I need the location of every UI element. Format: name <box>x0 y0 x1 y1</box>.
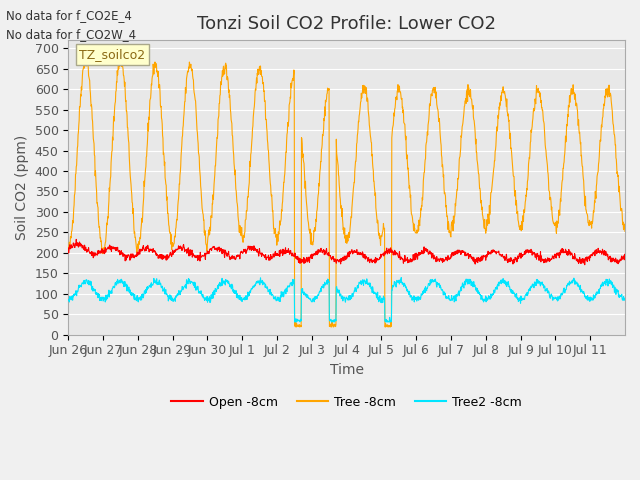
Text: TZ_soilco2: TZ_soilco2 <box>79 48 145 61</box>
Y-axis label: Soil CO2 (ppm): Soil CO2 (ppm) <box>15 135 29 240</box>
Title: Tonzi Soil CO2 Profile: Lower CO2: Tonzi Soil CO2 Profile: Lower CO2 <box>197 15 496 33</box>
Legend: Open -8cm, Tree -8cm, Tree2 -8cm: Open -8cm, Tree -8cm, Tree2 -8cm <box>166 391 527 414</box>
X-axis label: Time: Time <box>330 363 364 377</box>
Text: No data for f_CO2E_4: No data for f_CO2E_4 <box>6 9 132 22</box>
Text: No data for f_CO2W_4: No data for f_CO2W_4 <box>6 28 136 41</box>
